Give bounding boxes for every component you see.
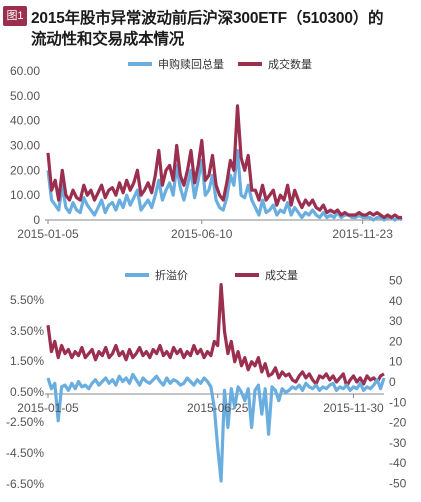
chart1-y-tick-3: 30.00 [10,139,40,153]
chart2-y-left-tick-2: 1.50% [10,354,44,368]
chart2-legend-label-0: 折溢价 [155,268,188,282]
chart1-y-tick-5: 10.00 [10,188,40,202]
chart1-legend-label-1: 成交数量 [268,57,312,71]
chart2-y-right-tick-0: 50 [389,274,403,288]
chart2-x-tick-1: 2015-06-25 [187,401,249,415]
chart2-y-right-tick-2: 30 [389,314,403,328]
chart2-legend-label-1: 成交量 [265,268,298,282]
chart2-y-right-tick-1: 40 [389,294,403,308]
chart2-x-tick-0: 2015-01-05 [17,401,79,415]
chart2-y-left-tick-3: 0.50% [10,385,44,399]
chart2-y-right-tick-4: 10 [389,355,403,369]
chart1-series-1-line [46,104,402,220]
chart2-y-left-tick-4: -2.50% [6,415,44,429]
chart1-x-tick-1: 2015-06-10 [171,227,233,241]
chart2-y-right-tick-8: -30 [389,436,407,450]
figure-badge: 图1 [3,6,27,26]
chart1-y-tick-1: 50.00 [10,89,40,103]
chart1-y-tick-4: 20.00 [10,163,40,177]
chart-title-line-2: 流动性和交易成本情况 [31,31,185,48]
chart2-series-1-line [46,283,385,388]
chart1-x-tick-0: 2015-01-05 [17,227,79,241]
chart2-y-left-tick-6: -6.50% [6,477,44,491]
chart1-x-tick-2: 2015-11-23 [332,227,393,241]
chart1-y-tick-2: 40.00 [10,114,40,128]
chart2-x-tick-2: 2015-11-30 [323,401,384,415]
chart2-y-left-tick-0: 5.50% [10,293,44,307]
chart2-series-0-line [46,372,386,483]
chart2-y-left-tick-5: -4.50% [6,446,44,460]
chart2-y-right-tick-3: 20 [389,334,403,348]
chart2-y-right-tick-7: -20 [389,416,407,430]
chart2-y-right-tick-5: 0 [389,375,396,389]
chart2-y-right-tick-9: -40 [389,456,407,470]
chart2-y-left-tick-1: 3.50% [10,324,44,338]
chart-title-line-1: 2015年股市异常波动前后沪深300ETF（510300）的 [31,10,384,27]
chart1-y-tick-6: 0 [33,213,40,227]
chart1-series-0-line [46,148,403,222]
chart2-y-right-tick-10: -50 [389,477,407,491]
chart2-y-right-tick-6: -10 [389,395,407,409]
chart1-legend-label-0: 申购赎回总量 [158,57,224,71]
chart1-y-tick-0: 60.00 [10,64,40,78]
